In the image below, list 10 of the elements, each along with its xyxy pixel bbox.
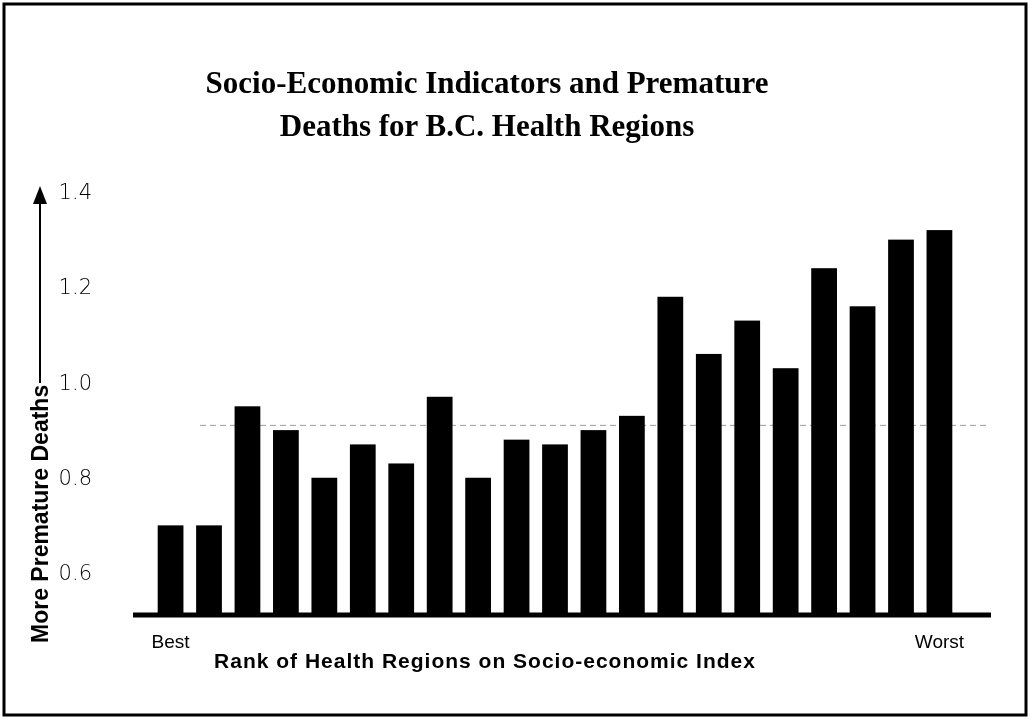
x-tick-label: Best	[151, 631, 191, 653]
chart-title: Socio-Economic Indicators and Premature Deaths for B.C. Health Regions	[205, 65, 769, 143]
x-tick-label: Worst	[914, 631, 965, 653]
x-axis-title: Rank of Health Regions on Socio-economic Index	[214, 649, 756, 672]
y-tick-label: 1.0	[58, 370, 92, 395]
y-tick-label: 1.4	[58, 180, 92, 205]
y-tick-label: 0.6	[58, 561, 92, 586]
y-tick-label: 1.2	[58, 275, 92, 300]
y-axis-title: More Premature Deaths	[27, 384, 53, 643]
y-tick-label: 0.8	[58, 465, 92, 490]
